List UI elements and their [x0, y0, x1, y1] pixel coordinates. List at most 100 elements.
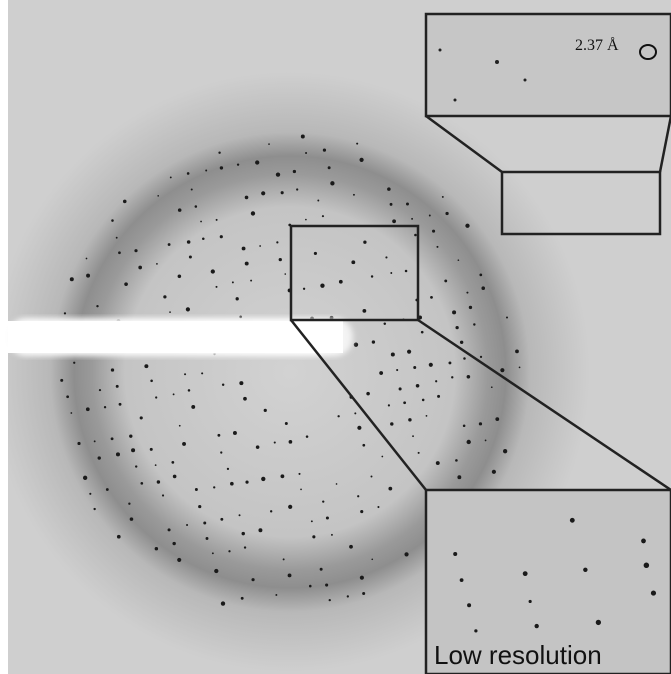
spot [439, 49, 442, 52]
spot [279, 258, 282, 261]
spot [187, 172, 190, 175]
spot [264, 409, 267, 412]
spot [357, 426, 361, 430]
spot [216, 219, 218, 221]
spot [458, 259, 460, 261]
spot [83, 476, 87, 480]
spot [411, 218, 413, 220]
spot [388, 487, 392, 491]
spot [73, 362, 75, 364]
spot [168, 243, 171, 246]
spot [392, 219, 396, 223]
spot [460, 578, 464, 582]
spot [258, 528, 262, 532]
spot [467, 603, 471, 607]
spot [155, 464, 157, 466]
spot [377, 506, 379, 508]
spot [70, 412, 72, 414]
spot [296, 188, 298, 190]
spot [89, 493, 91, 495]
spot [218, 151, 220, 153]
resolution-label: 2.37 Å [575, 36, 619, 54]
spot [426, 415, 428, 417]
spot [322, 215, 324, 217]
spot [201, 372, 203, 374]
spot [473, 323, 475, 325]
spot [481, 286, 485, 290]
spot [239, 316, 242, 319]
spot [506, 316, 508, 318]
spot [651, 591, 656, 596]
spot [362, 309, 366, 313]
spot [106, 488, 109, 491]
spot [408, 418, 411, 421]
spot [460, 341, 463, 344]
spot [347, 595, 349, 597]
spot [245, 196, 249, 200]
spot [94, 440, 96, 442]
spot [403, 401, 406, 404]
spot [241, 597, 244, 600]
spot [276, 241, 278, 243]
spot [379, 371, 383, 375]
spot [399, 387, 402, 390]
spot [237, 163, 239, 165]
spot [353, 194, 355, 196]
spot [131, 448, 135, 452]
spot [134, 249, 137, 252]
spot [362, 444, 365, 447]
spot [96, 305, 98, 307]
spot [188, 389, 191, 392]
spot [422, 399, 425, 402]
spot [187, 240, 191, 244]
spot [200, 221, 202, 223]
spot [179, 425, 181, 427]
spot [173, 475, 177, 479]
spot [227, 468, 229, 470]
spot [495, 60, 499, 64]
spot [385, 256, 387, 258]
spot [362, 592, 365, 595]
spot [381, 456, 383, 458]
spot [155, 396, 157, 398]
spot [388, 404, 390, 406]
spot [220, 235, 223, 238]
spot [357, 495, 359, 497]
spot [570, 518, 575, 523]
spot [77, 442, 80, 445]
spot [418, 452, 420, 454]
spot [474, 629, 477, 632]
spot [466, 292, 468, 294]
spot [261, 477, 265, 481]
spot [86, 407, 90, 411]
spot [198, 505, 201, 508]
spot [492, 470, 496, 474]
spot [454, 99, 457, 102]
spot [212, 552, 214, 554]
spot [421, 331, 424, 334]
spot [451, 376, 453, 378]
spot [354, 412, 356, 414]
spot [396, 369, 398, 371]
spot [150, 380, 153, 383]
spot [391, 352, 395, 356]
spot [184, 373, 186, 375]
spot [60, 379, 63, 382]
spot [221, 601, 225, 605]
spot [371, 476, 373, 478]
spot [111, 219, 114, 222]
spot [186, 307, 190, 311]
spot [479, 422, 482, 425]
spot [336, 483, 338, 485]
spot [172, 542, 175, 545]
spot [293, 170, 296, 173]
spot [480, 356, 482, 358]
spot [182, 442, 186, 446]
spot [300, 489, 302, 491]
spot [436, 246, 438, 248]
spot [644, 563, 650, 569]
spot [284, 273, 286, 275]
spot [135, 465, 137, 467]
spot [351, 260, 355, 264]
spot [322, 500, 324, 502]
